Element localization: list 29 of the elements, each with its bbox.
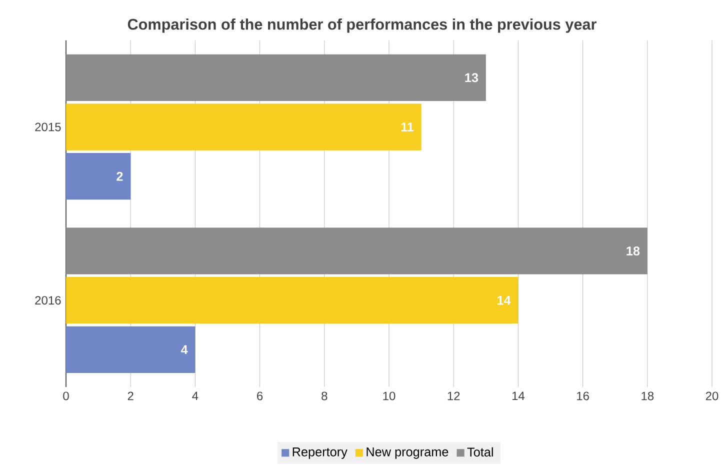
x-tick-label: 18 (642, 392, 654, 400)
chart-title: Comparison of the number of performances in the previous year (128, 18, 596, 33)
x-tick-label: 16 (577, 392, 589, 400)
x-tick-label: 14 (512, 392, 525, 400)
data-label: 13 (465, 73, 478, 82)
x-tick-label: 8 (322, 392, 328, 400)
x-tick-label: 12 (448, 392, 460, 400)
x-tick-label: 2 (128, 392, 134, 400)
legend-label: Total (467, 447, 493, 457)
data-label: 18 (626, 246, 640, 256)
bar (66, 277, 518, 324)
data-label: 4 (180, 345, 188, 354)
x-tick-label: 6 (257, 392, 263, 400)
data-label: 2 (116, 172, 123, 181)
legend-label: New programe (366, 448, 448, 459)
x-tick-label: 4 (192, 392, 198, 400)
bar (66, 153, 131, 200)
bar (66, 54, 486, 101)
data-label: 11 (401, 122, 414, 132)
x-tick-label: 0 (63, 392, 69, 400)
legend-label: Repertory (292, 448, 348, 459)
bar (66, 104, 422, 150)
x-tick-label: 20 (706, 392, 718, 400)
data-label: 14 (498, 296, 511, 305)
bar (66, 228, 648, 274)
bar (66, 326, 196, 373)
x-tick-label: 10 (383, 392, 396, 400)
y-tick-label: 2016 (35, 296, 61, 305)
y-tick-label: 2015 (35, 122, 61, 132)
